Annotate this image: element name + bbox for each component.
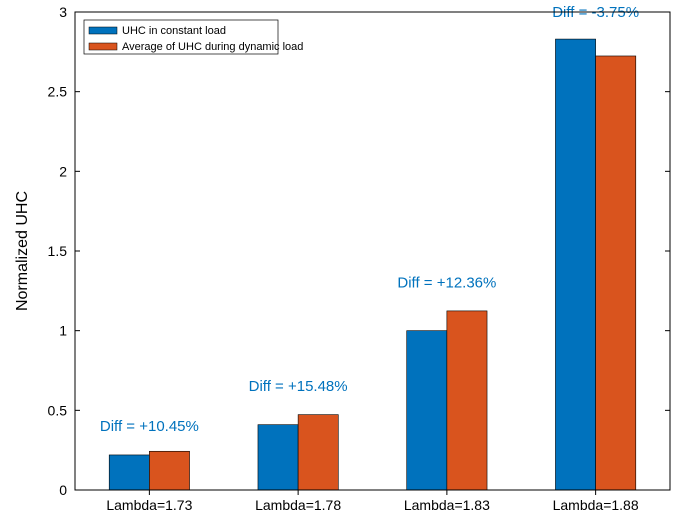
bar xyxy=(596,56,636,490)
diff-annotation: Diff = +10.45% xyxy=(100,418,199,435)
ytick-label: 2 xyxy=(59,163,67,179)
bar xyxy=(258,425,298,490)
xtick-label: Lambda=1.73 xyxy=(106,497,192,513)
legend-label: UHC in constant load xyxy=(122,25,226,37)
ytick-label: 1.5 xyxy=(48,243,68,259)
ytick-label: 2.5 xyxy=(48,84,68,100)
bar xyxy=(407,331,447,490)
bar xyxy=(298,415,338,490)
xtick-label: Lambda=1.88 xyxy=(553,497,639,513)
bar xyxy=(447,311,487,490)
legend-swatch xyxy=(89,27,117,34)
ytick-label: 3 xyxy=(59,4,67,20)
xtick-label: Lambda=1.78 xyxy=(255,497,341,513)
bar xyxy=(109,455,149,490)
ylabel: Normalized UHC xyxy=(14,191,31,311)
diff-annotation: Diff = +15.48% xyxy=(249,378,348,395)
bar-chart-figure: 0 0.5 1 1.5 2 2.5 3 Lambda=1.73 Lambda=1.78 Lambd… xyxy=(0,0,685,527)
legend-label: Average of UHC during dynamic load xyxy=(122,41,303,53)
xtick-label: Lambda=1.83 xyxy=(404,497,490,513)
bar xyxy=(555,39,595,490)
bar xyxy=(149,451,189,490)
ytick-label: 0 xyxy=(59,482,67,498)
chart-svg: 0 0.5 1 1.5 2 2.5 3 Lambda=1.73 Lambda=1.78 Lambd… xyxy=(0,0,685,527)
legend-swatch xyxy=(89,43,117,50)
ytick-label: 0.5 xyxy=(48,402,68,418)
ytick-label: 1 xyxy=(59,323,67,339)
diff-annotation: Diff = +12.36% xyxy=(397,275,496,292)
